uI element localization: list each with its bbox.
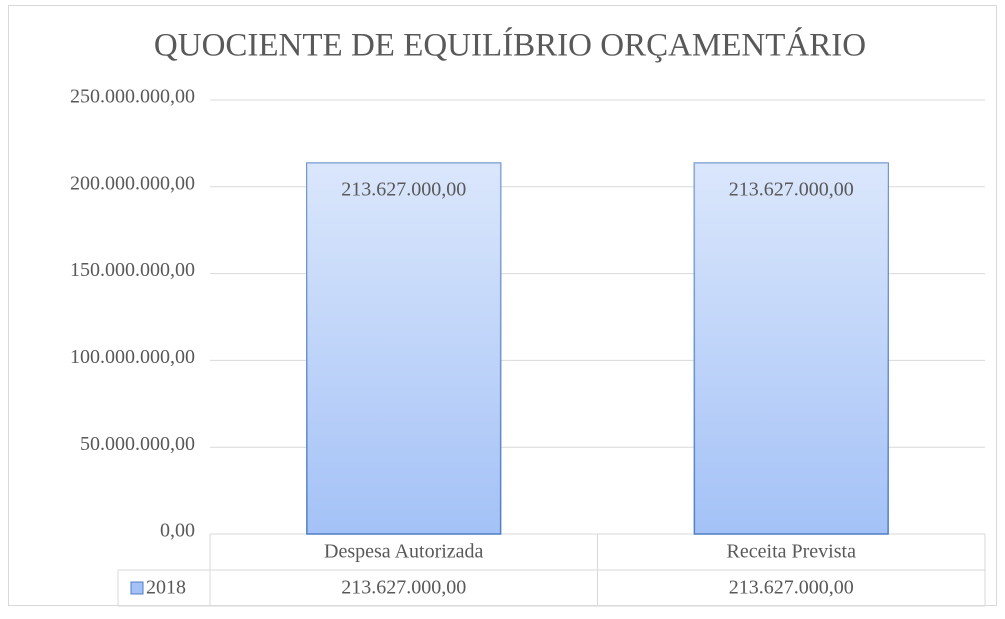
bar-shine [306,163,501,534]
y-tick-label: 150.000.000,00 [70,259,195,281]
y-tick-label: 100.000.000,00 [70,346,195,368]
legend-label: 2018 [146,577,186,599]
x-tick-label: Receita Prevista [727,541,857,563]
table-value: 213.627.000,00 [729,577,854,599]
data-label: 213.627.000,00 [729,179,854,201]
y-tick-label: 50.000.000,00 [80,433,195,455]
legend-swatch [130,581,144,595]
bar-shine [694,163,889,534]
y-tick-label: 0,00 [160,520,195,542]
y-tick-label: 250.000.000,00 [70,86,195,108]
table-value: 213.627.000,00 [341,577,466,599]
chart-title: QUOCIENTE DE EQUILÍBRIO ORÇAMENTÁRIO [154,27,866,64]
data-label: 213.627.000,00 [341,179,466,201]
y-tick-label: 200.000.000,00 [70,172,195,194]
x-tick-label: Despesa Autorizada [324,541,484,563]
